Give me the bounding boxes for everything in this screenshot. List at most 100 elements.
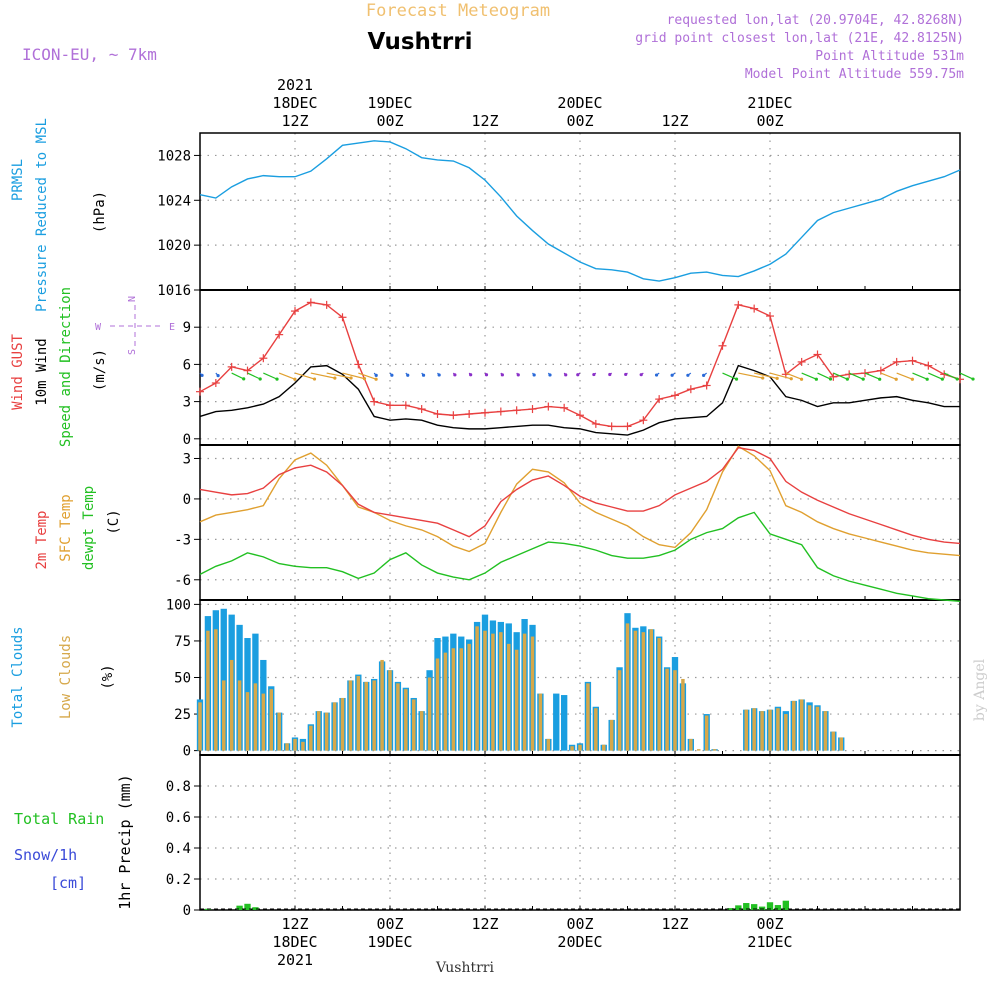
wind-direction-arrowhead <box>624 372 628 377</box>
wind-direction-arrowhead <box>789 377 793 381</box>
low-cloud-bar <box>633 630 638 751</box>
rain-bar <box>735 905 742 910</box>
wind-direction-arrow <box>738 372 763 379</box>
low-cloud-bar <box>689 738 693 751</box>
wind-direction-arrowhead <box>275 377 279 381</box>
low-cloud-bar <box>712 749 717 751</box>
low-cloud-bar <box>388 670 392 751</box>
snow-unit-label: [cm] <box>50 874 86 892</box>
credit-watermark: by Angel <box>972 658 988 721</box>
temp-unit: (C) <box>106 509 122 534</box>
low-cloud-bar <box>229 659 234 751</box>
y-tick-label: 75 <box>174 634 191 650</box>
footer-location: Vushtrri <box>435 960 494 976</box>
low-cloud-bar <box>293 738 297 751</box>
wind-direction-arrow <box>294 372 315 380</box>
low-cloud-bar <box>404 689 408 751</box>
wind-direction-arrowhead <box>390 373 394 377</box>
y-tick-label: 1016 <box>157 283 191 299</box>
model-point-altitude: Model Point Altitude 559.75m <box>745 67 964 82</box>
y-tick-label: 0 <box>183 744 191 760</box>
low-cloud-bar <box>301 741 305 751</box>
rain-bar <box>782 900 789 910</box>
y-tick-label: 0 <box>183 432 191 448</box>
low-cloud-bar <box>419 711 424 751</box>
wind-direction-arrow <box>769 372 792 380</box>
y-tick-label: 0 <box>183 903 191 919</box>
rain-bar <box>766 902 774 910</box>
low-cloud-bar <box>514 649 519 751</box>
wind-direction-arrow <box>231 372 244 380</box>
low-cloud-bar <box>776 708 780 751</box>
low-cloud-bar <box>792 700 796 751</box>
low-cloud-bar <box>467 643 471 751</box>
low-cloud-bar <box>269 689 273 751</box>
top-time-label: 18DEC <box>272 94 317 112</box>
wind-direction-arrowhead <box>670 373 674 377</box>
pressure-line <box>199 140 961 282</box>
wind-direction-arrowhead <box>564 373 568 377</box>
top-time-label: 12Z <box>661 112 688 130</box>
chart-title: Forecast Meteogram <box>366 1 550 21</box>
rain-bar <box>758 906 766 910</box>
compass-e: E <box>169 322 175 333</box>
low-cloud-bar <box>356 676 361 751</box>
bottom-time-label: 18DEC <box>272 933 317 951</box>
top-time-label: 00Z <box>376 112 403 130</box>
y-tick-label: -3 <box>174 532 191 548</box>
top-time-label: 20DEC <box>557 94 602 112</box>
y-tick-label: 1020 <box>157 238 191 254</box>
wind-direction-arrow <box>833 372 848 380</box>
top-time-label: 12Z <box>281 112 308 130</box>
wind-direction-arrowhead <box>971 377 975 381</box>
wind-direction-arrow <box>943 372 958 380</box>
wind-direction-arrowhead <box>955 377 959 381</box>
top-time-label: 00Z <box>756 112 783 130</box>
rain-bar <box>743 903 750 910</box>
low-cloud-bar <box>261 693 266 751</box>
low-cloud-bar <box>198 702 202 751</box>
clouds-unit: (%) <box>100 664 116 689</box>
wind-direction-arrowhead <box>799 377 804 381</box>
low-cloud-bar <box>649 629 653 751</box>
wind-direction-arrowhead <box>845 377 849 381</box>
low-cloud-bar <box>222 680 226 751</box>
y-tick-label: 0.6 <box>166 810 191 826</box>
low-cloud-bar <box>340 697 345 751</box>
wind-direction-arrowhead <box>374 373 378 377</box>
compass-s: S <box>127 349 138 355</box>
wind-direction-arrowhead <box>349 376 353 380</box>
pressure-label-long: Pressure Reduced to MSL <box>34 118 50 312</box>
wind-direction-arrowhead <box>200 373 204 377</box>
low-cloud-bar <box>784 714 788 751</box>
low-cloud-bar <box>396 683 400 751</box>
low-cloud-bar <box>214 629 218 751</box>
low-cloud-bar <box>578 744 582 751</box>
wind-direction-arrow <box>801 372 817 380</box>
bottom-time-label: 20DEC <box>557 933 602 951</box>
wind-direction-arrowhead <box>437 373 441 377</box>
wind-direction-arrow <box>722 372 737 380</box>
y-tick-label: 1024 <box>157 193 191 209</box>
wind-direction-arrow <box>278 372 296 380</box>
rain-bar <box>774 905 782 910</box>
compass-w: W <box>95 322 102 333</box>
y-tick-label: 3 <box>183 451 191 467</box>
low-cloud-bar <box>665 668 669 751</box>
wind-direction-arrowhead <box>484 373 489 377</box>
y-tick-label: 0.4 <box>166 841 191 857</box>
wind-direction-arrowhead <box>608 372 612 377</box>
low-cloud-bar <box>475 626 479 751</box>
wind-direction-arrowhead <box>894 377 898 381</box>
low-cloud-bar <box>277 712 281 751</box>
low-cloud-bar <box>459 648 463 751</box>
low-cloud-bar <box>507 643 511 751</box>
low-cloud-bar <box>499 632 503 751</box>
wind-direction-arrowhead <box>828 377 833 381</box>
rain-bar <box>751 904 758 910</box>
wind-direction-arrowhead <box>761 376 765 380</box>
snow-label: Snow/1h <box>14 846 77 864</box>
low-cloud-bar <box>744 709 748 751</box>
wind-10m-label: 10m Wind <box>34 338 50 405</box>
